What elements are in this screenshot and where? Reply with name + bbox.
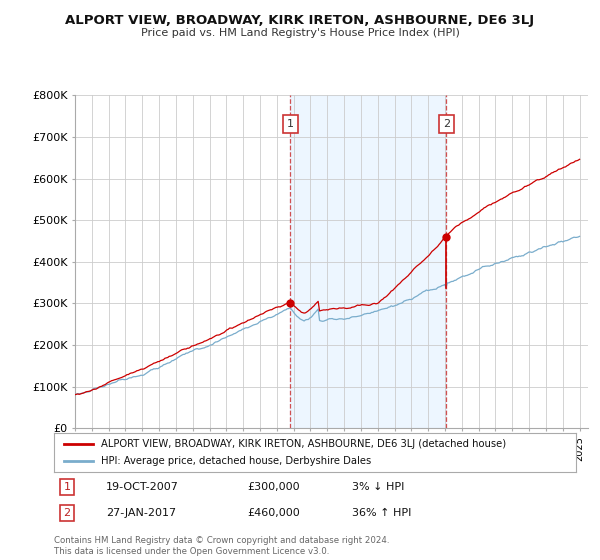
Text: Contains HM Land Registry data © Crown copyright and database right 2024.
This d: Contains HM Land Registry data © Crown c… [54,536,389,556]
Text: £300,000: £300,000 [247,482,300,492]
Bar [290,95,446,428]
Text: Price paid vs. HM Land Registry's House Price Index (HPI): Price paid vs. HM Land Registry's House … [140,28,460,38]
Text: 1: 1 [64,482,71,492]
Text: £460,000: £460,000 [247,508,300,517]
Text: HPI: Average price, detached house, Derbyshire Dales: HPI: Average price, detached house, Derb… [101,456,371,466]
Text: ALPORT VIEW, BROADWAY, KIRK IRETON, ASHBOURNE, DE6 3LJ (detached house): ALPORT VIEW, BROADWAY, KIRK IRETON, ASHB… [101,438,506,449]
Text: 27-JAN-2017: 27-JAN-2017 [106,508,176,517]
Text: ALPORT VIEW, BROADWAY, KIRK IRETON, ASHBOURNE, DE6 3LJ: ALPORT VIEW, BROADWAY, KIRK IRETON, ASHB… [65,14,535,27]
Text: 19-OCT-2007: 19-OCT-2007 [106,482,179,492]
Text: 2: 2 [443,119,450,129]
Text: 36% ↑ HPI: 36% ↑ HPI [352,508,411,517]
Text: 1: 1 [287,119,294,129]
Text: 3% ↓ HPI: 3% ↓ HPI [352,482,404,492]
Text: 2: 2 [64,508,71,517]
